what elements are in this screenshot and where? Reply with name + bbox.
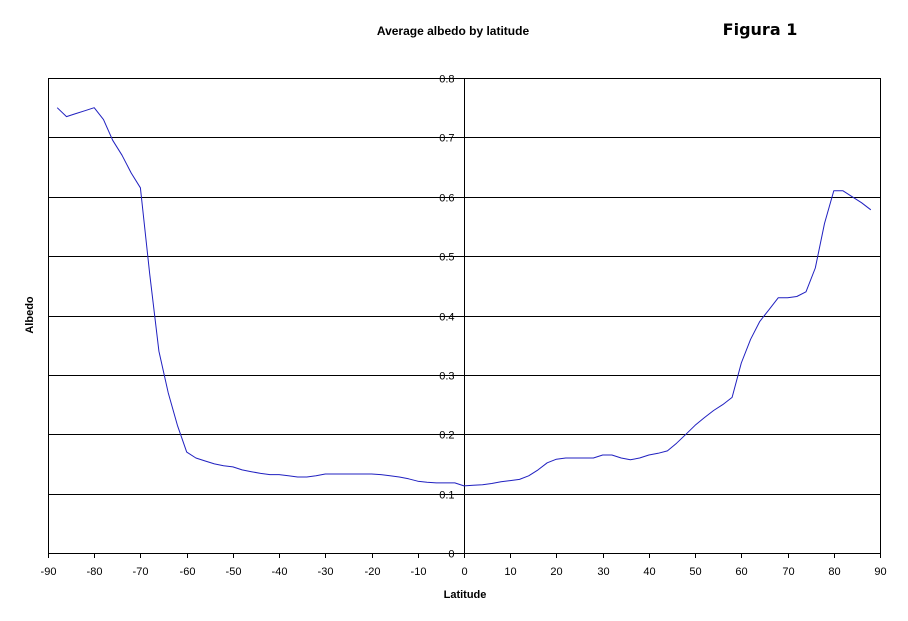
y-tick-label: 0.8 <box>439 74 454 86</box>
y-tick-label: 0.6 <box>439 193 454 205</box>
x-axis-label: Latitude <box>444 589 487 601</box>
tick-labels: 0 0.1 0.2 0.3 0.4 0.5 0.6 0.7 0.8 -90 -80 -70 -60 -50… <box>41 74 887 579</box>
x-tick-label: -30 <box>318 566 334 578</box>
y-tick-label: 0 <box>448 549 454 561</box>
y-tick-label: 0.4 <box>439 312 454 324</box>
y-tick-label: 0.5 <box>439 252 454 264</box>
x-tick-label: 80 <box>828 566 840 578</box>
x-tick-label: -50 <box>226 566 242 578</box>
x-tick-label: 20 <box>550 566 562 578</box>
series-layer <box>56 107 872 487</box>
y-tick-label: 0.1 <box>439 490 454 502</box>
x-tick-label: 60 <box>735 566 747 578</box>
x-tick-label: 50 <box>689 566 701 578</box>
x-tick-label: 40 <box>643 566 655 578</box>
x-tick-label: 90 <box>874 566 886 578</box>
x-tick-label: 70 <box>782 566 794 578</box>
y-tick-label: 0.2 <box>439 430 454 442</box>
x-tick-label: -80 <box>87 566 103 578</box>
x-tick-label: -10 <box>411 566 427 578</box>
figure-label: Figura 1 <box>723 20 798 39</box>
y-axis-label: Albedo <box>24 296 36 334</box>
x-tick-label: 10 <box>504 566 516 578</box>
y-tick-label: 0.7 <box>439 133 454 145</box>
chart-title: Average albedo by latitude <box>377 24 530 38</box>
y-tick-label: 0.3 <box>439 371 454 383</box>
x-tick-label: 30 <box>597 566 609 578</box>
x-tick-label: -20 <box>365 566 381 578</box>
x-tick-label: -90 <box>41 566 57 578</box>
albedo-series-line <box>56 107 872 487</box>
x-tick-label: -70 <box>133 566 149 578</box>
axes <box>48 78 881 558</box>
x-tick-label: 0 <box>461 566 467 578</box>
x-tick-label: -40 <box>272 566 288 578</box>
x-tick-label: -60 <box>180 566 196 578</box>
gridlines <box>48 137 880 495</box>
